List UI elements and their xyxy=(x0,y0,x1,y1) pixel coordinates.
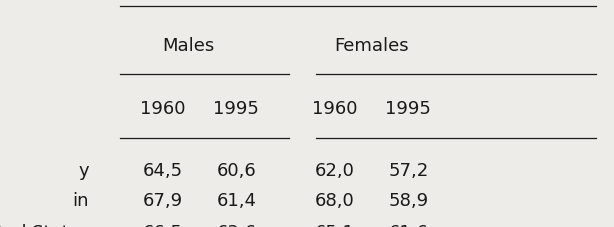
Text: 68,0: 68,0 xyxy=(315,191,354,209)
Text: y: y xyxy=(79,161,89,179)
Text: 63,6: 63,6 xyxy=(216,223,257,227)
Text: 60,6: 60,6 xyxy=(217,161,256,179)
Text: 58,9: 58,9 xyxy=(388,191,429,209)
Text: 61,6: 61,6 xyxy=(389,223,428,227)
Text: 64,5: 64,5 xyxy=(142,161,183,179)
Text: 67,9: 67,9 xyxy=(142,191,183,209)
Text: Females: Females xyxy=(335,37,410,54)
Text: 62,0: 62,0 xyxy=(315,161,354,179)
Text: 1960: 1960 xyxy=(312,100,357,118)
Text: 65,1: 65,1 xyxy=(314,223,355,227)
Text: 1995: 1995 xyxy=(214,100,259,118)
Text: 61,4: 61,4 xyxy=(216,191,257,209)
Text: 1995: 1995 xyxy=(386,100,431,118)
Text: 57,2: 57,2 xyxy=(388,161,429,179)
Text: 1960: 1960 xyxy=(140,100,185,118)
Text: ted States: ted States xyxy=(0,223,89,227)
Text: in: in xyxy=(72,191,89,209)
Text: Males: Males xyxy=(163,37,215,54)
Text: 66,5: 66,5 xyxy=(142,223,183,227)
